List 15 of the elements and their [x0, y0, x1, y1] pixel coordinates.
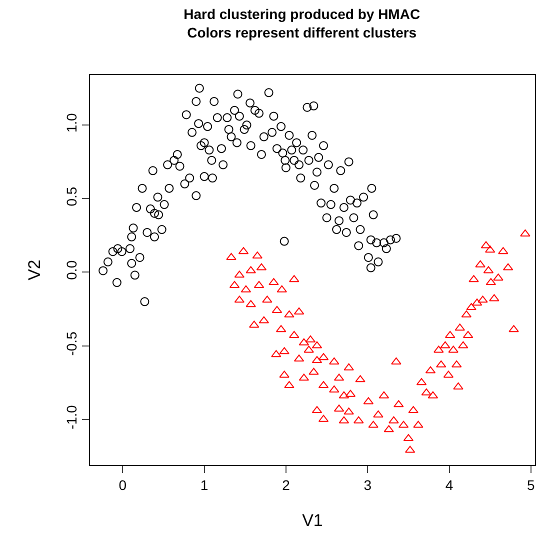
chart-subtitle: Colors represent different clusters	[187, 24, 417, 40]
x-tick-label: 4	[445, 476, 454, 493]
x-tick-label: 2	[282, 476, 290, 493]
x-tick-label: 5	[527, 476, 536, 493]
y-tick-label: -0.5	[63, 331, 80, 356]
x-tick-label: 1	[200, 476, 208, 493]
y-tick-label: 1.0	[63, 113, 80, 133]
y-tick-label: -1.0	[63, 405, 80, 430]
y-tick-label: 0.0	[63, 260, 80, 280]
x-tick-label: 3	[364, 476, 372, 493]
x-axis-title: V1	[302, 511, 323, 530]
chart-title: Hard clustering produced by HMAC	[184, 6, 420, 22]
y-axis-title: V2	[24, 260, 44, 280]
y-tick-label: 0.5	[63, 186, 80, 206]
x-tick-label: 0	[118, 476, 127, 493]
